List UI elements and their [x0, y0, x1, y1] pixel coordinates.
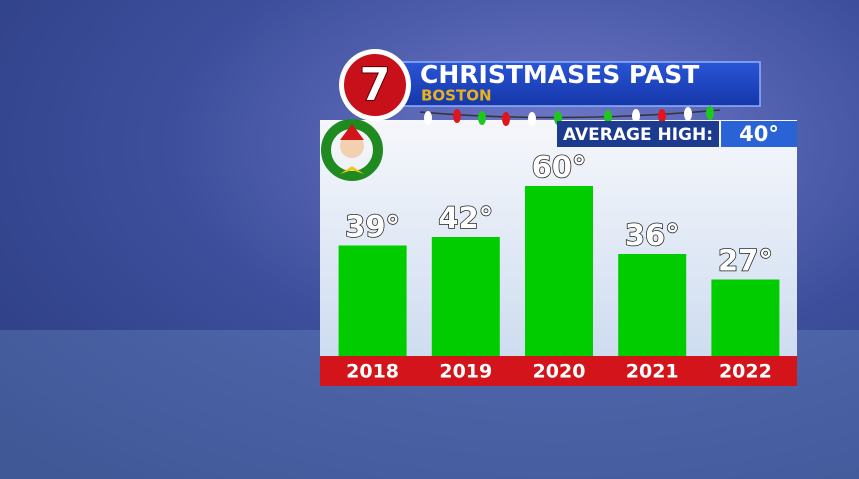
value-label: 36°	[625, 218, 680, 252]
x-tick-label: 2021	[626, 361, 679, 383]
chart-subtitle: BOSTON	[421, 87, 492, 105]
light	[502, 112, 510, 126]
x-tick-label: 2020	[533, 361, 586, 383]
bar	[338, 245, 407, 356]
light	[658, 109, 666, 123]
light	[453, 109, 461, 123]
annotation-value: 40°	[739, 122, 779, 146]
annotation-value-box	[721, 121, 797, 147]
category-strip	[320, 356, 797, 386]
x-tick-label: 2018	[346, 361, 399, 383]
bow	[340, 166, 364, 174]
chart-title: CHRISTMASES PAST	[420, 60, 699, 89]
x-tick-label: 2019	[439, 361, 492, 383]
x-tick-label: 2022	[719, 361, 772, 383]
light	[706, 106, 714, 120]
wreath-icon	[321, 119, 383, 181]
logo-text: 7	[359, 58, 391, 112]
value-label: 27°	[718, 244, 773, 278]
santa-hat	[340, 124, 364, 140]
light	[684, 107, 692, 121]
light	[528, 112, 536, 126]
light	[478, 111, 486, 125]
value-label: 42°	[438, 201, 493, 235]
annotation-label: AVERAGE HIGH:	[563, 125, 713, 145]
light	[632, 109, 640, 123]
bar	[525, 186, 593, 356]
light	[424, 111, 432, 125]
light	[604, 110, 612, 124]
bar	[618, 254, 687, 356]
bar	[431, 237, 500, 356]
title-banner	[394, 61, 761, 107]
bar	[711, 279, 780, 356]
value-label: 60°	[532, 150, 587, 184]
value-label: 39°	[345, 210, 400, 244]
annotation-box	[557, 121, 719, 147]
logo	[344, 54, 406, 116]
